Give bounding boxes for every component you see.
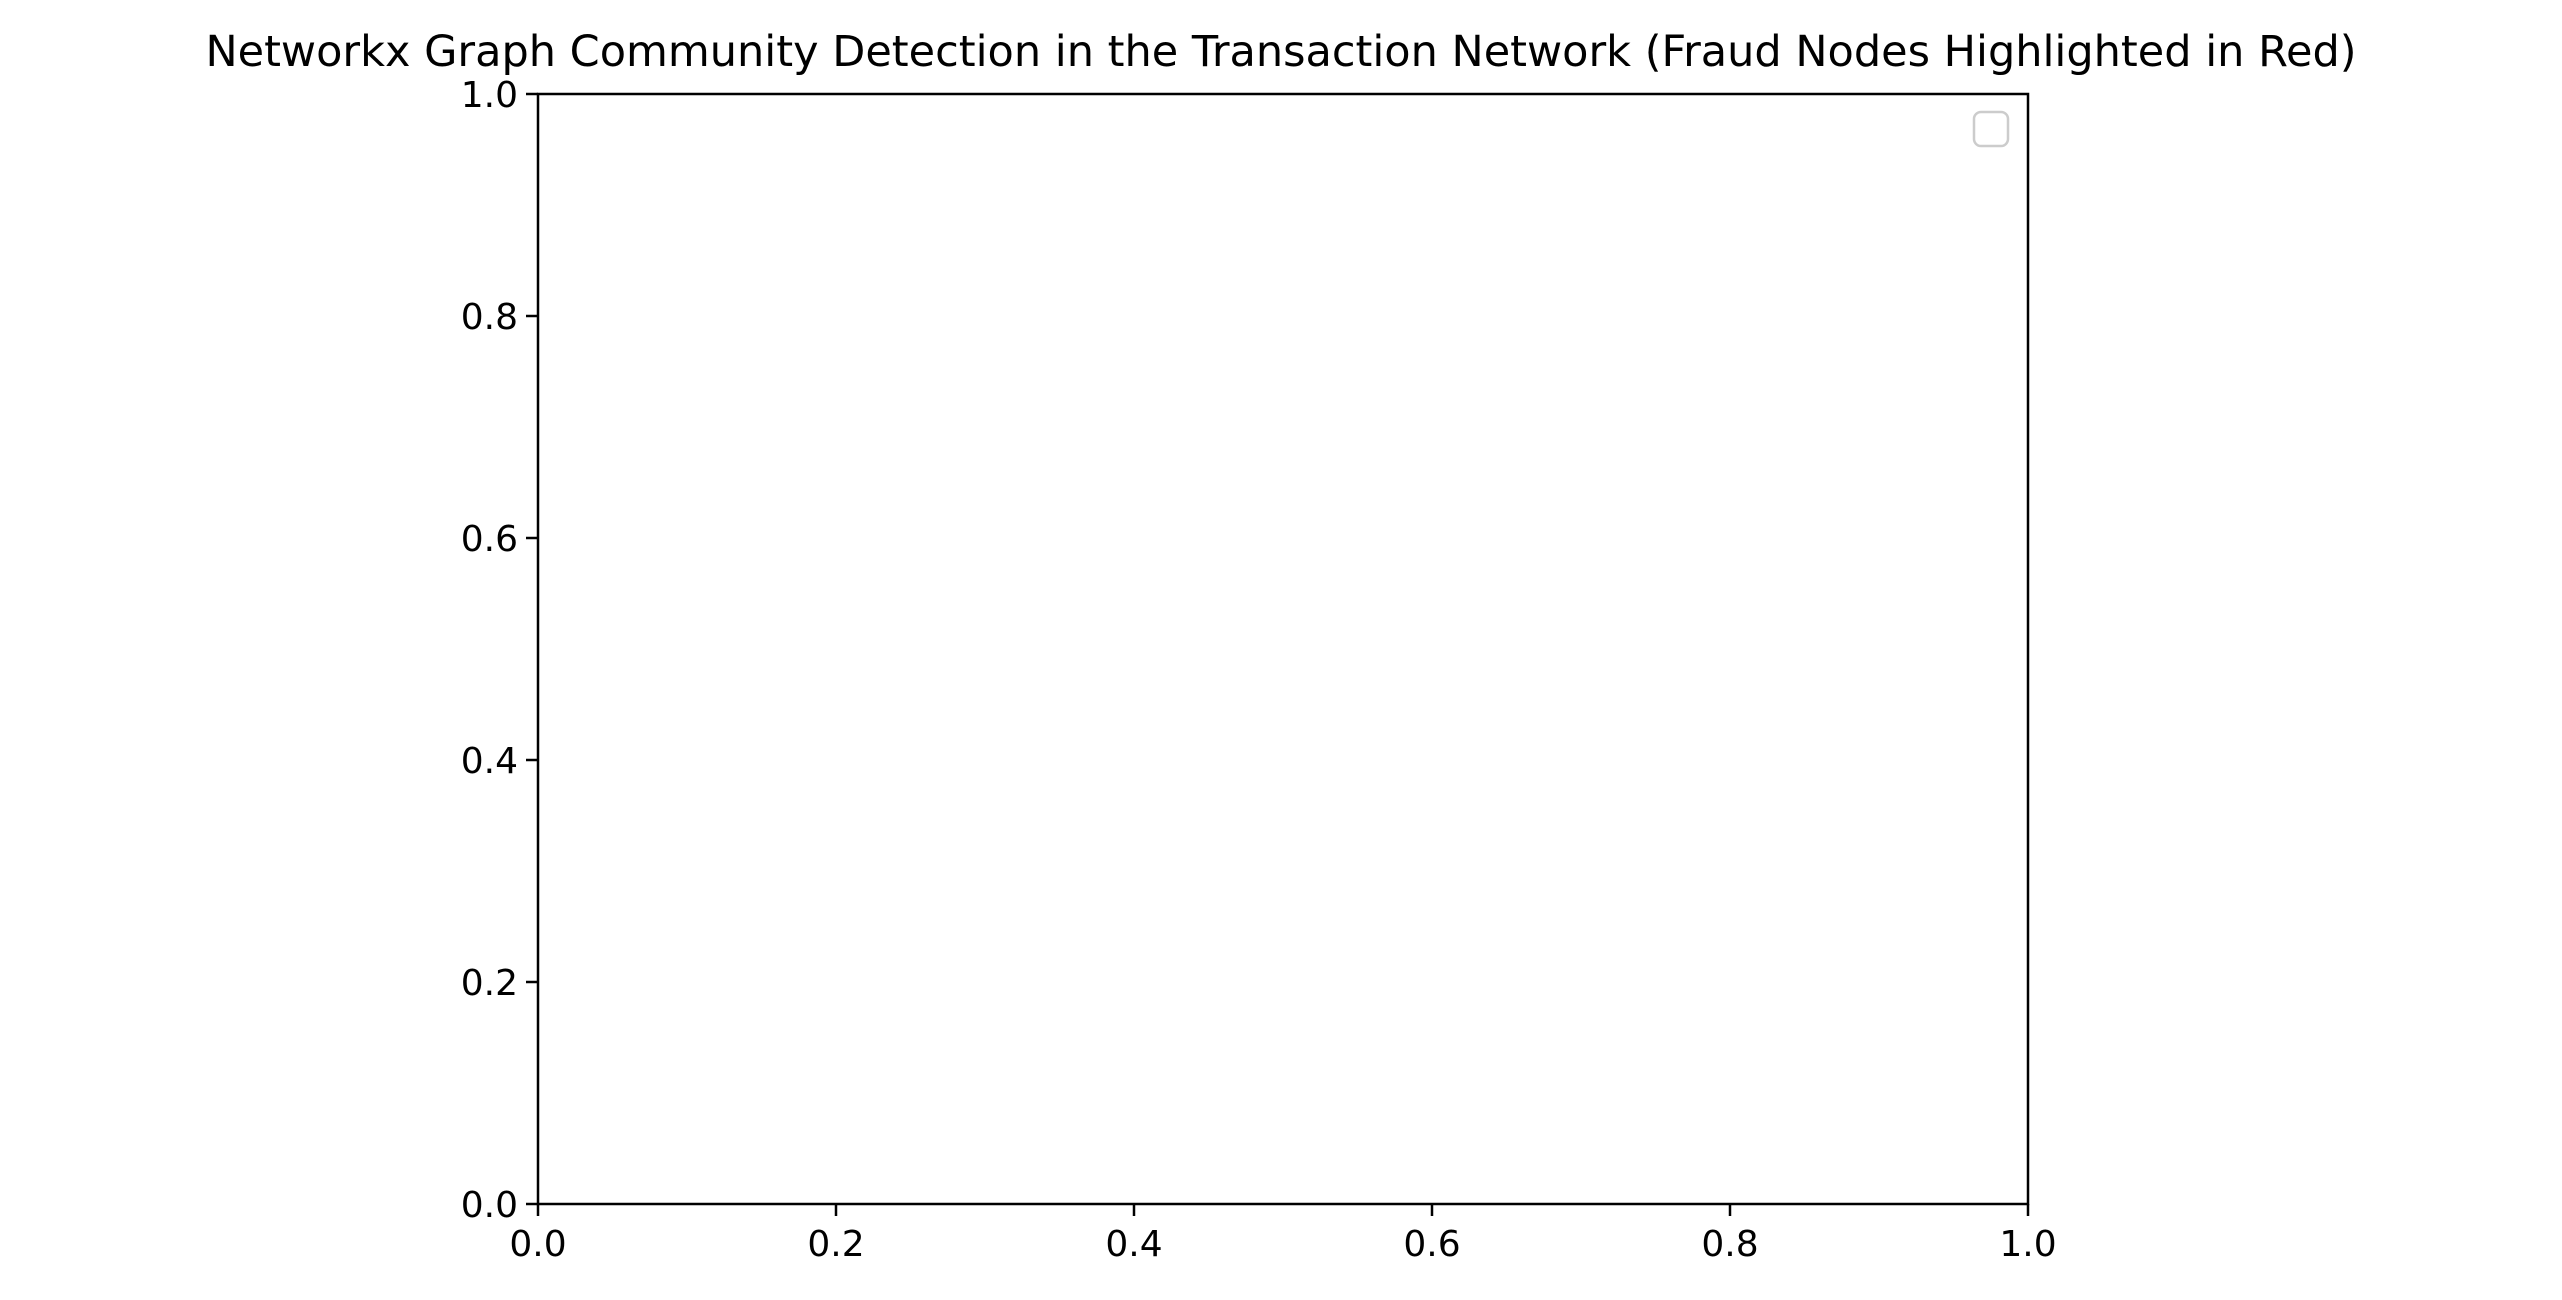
x-axis: 0.0 0.2 0.4 0.6 0.8 1.0	[509, 1204, 2057, 1265]
y-tick-label: 0.0	[461, 1185, 518, 1226]
x-tick-label: 0.8	[1701, 1224, 1758, 1265]
x-tick-label: 0.4	[1105, 1224, 1162, 1265]
x-tick-label: 0.0	[509, 1224, 566, 1265]
plot-area	[536, 92, 2030, 1206]
x-tick-label: 1.0	[1999, 1224, 2056, 1265]
legend-box	[1972, 110, 2010, 148]
x-tick-label: 0.6	[1403, 1224, 1460, 1265]
y-tick-label: 0.6	[461, 519, 518, 560]
legend	[1972, 110, 2010, 148]
y-axis: 0.0 0.2 0.4 0.6 0.8 1.0	[461, 75, 538, 1226]
x-tick-label: 0.2	[807, 1224, 864, 1265]
chart-title: Networkx Graph Community Detection in th…	[205, 27, 2356, 77]
y-tick-label: 1.0	[461, 75, 518, 116]
y-tick-label: 0.4	[461, 741, 518, 782]
y-tick-label: 0.2	[461, 963, 518, 1004]
y-tick-label: 0.8	[461, 297, 518, 338]
